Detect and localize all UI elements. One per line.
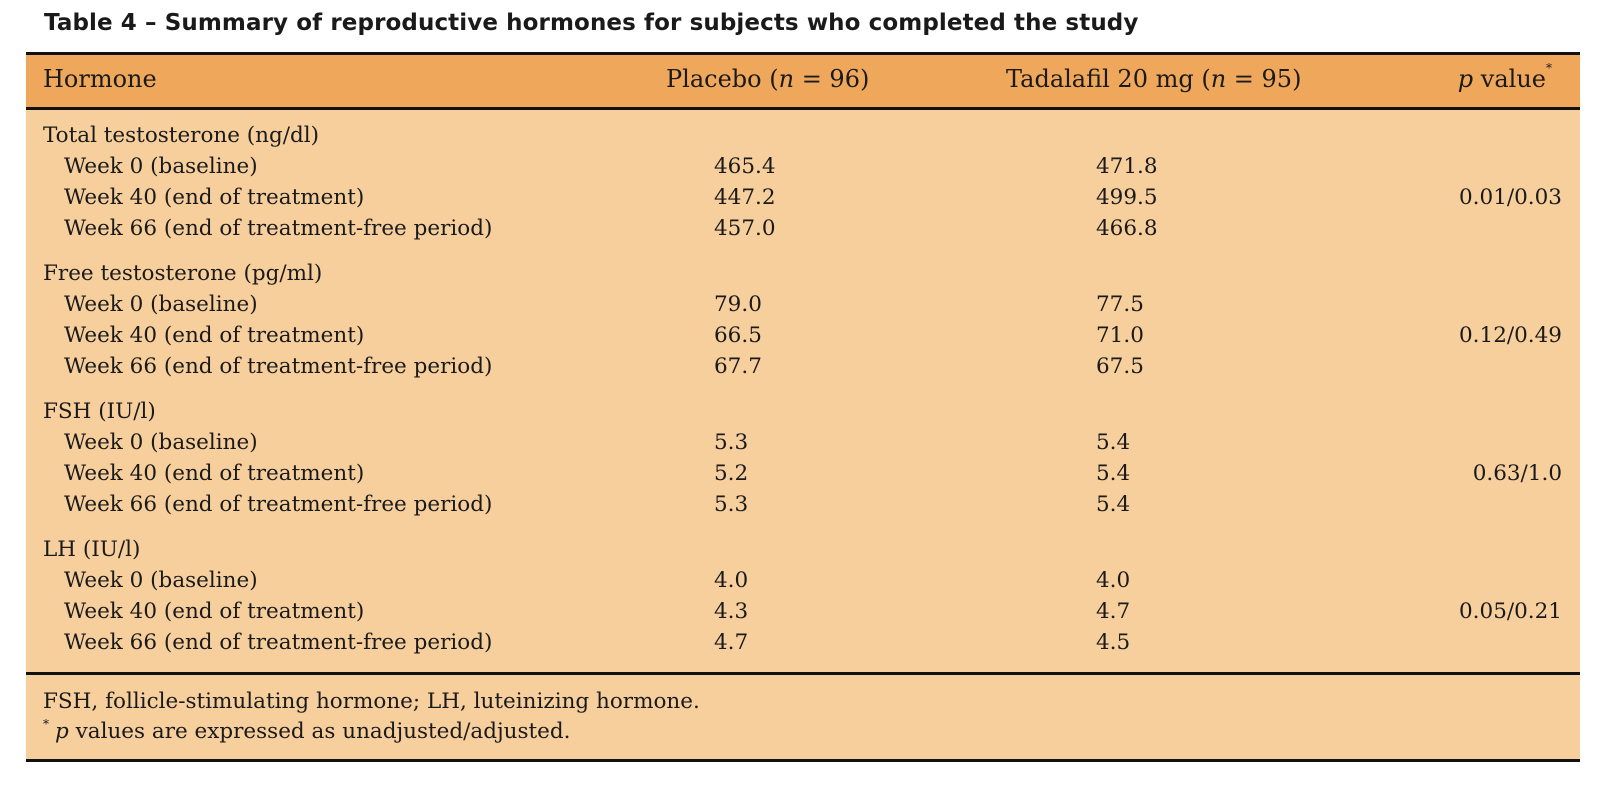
tadalafil-n-symbol: n (1210, 65, 1227, 93)
group-header-row: FSH (IU/l) (26, 396, 1580, 427)
tadalafil-value: 4.5 (1096, 630, 1131, 655)
footnote-marker: * (43, 717, 49, 731)
hormone-group: FSH (IU/l) Week 0 (baseline) 5.3 5.4 Week 40… (26, 382, 1580, 520)
table-row: Week 40 (end of treatment) 5.2 5.4 0.63/1.0 (26, 458, 1580, 489)
table-row: Week 66 (end of treatment-free period) 5.… (26, 489, 1580, 520)
tadalafil-value: 77.5 (1096, 292, 1144, 317)
row-label: Week 66 (end of treatment-free period) (64, 354, 493, 379)
column-header-p-value: p value* (1457, 61, 1552, 93)
footnote-p-note: * p values are expressed as unadjusted/ad… (43, 717, 1580, 749)
tadalafil-value: 5.4 (1096, 461, 1131, 486)
p-value: 0.05/0.21 (1459, 599, 1562, 624)
p-value: 0.12/0.49 (1459, 323, 1562, 348)
table-row: Week 66 (end of treatment-free period) 67… (26, 351, 1580, 382)
column-header-hormone: Hormone (43, 65, 157, 93)
tadalafil-value: 71.0 (1096, 323, 1144, 348)
hormone-group: LH (IU/l) Week 0 (baseline) 4.0 4.0 Week 40 … (26, 520, 1580, 658)
p-value-text: value (1473, 65, 1546, 93)
table-row: Week 0 (baseline) 5.3 5.4 (26, 427, 1580, 458)
column-header-tadalafil: Tadalafil 20 mg (n = 95) (1006, 65, 1301, 93)
table-row: Week 40 (end of treatment) 447.2 499.5 0.01… (26, 182, 1580, 213)
placebo-value: 4.0 (714, 568, 749, 593)
footnote-marker: * (1546, 61, 1552, 75)
row-label: Week 40 (end of treatment) (64, 599, 365, 624)
table-row: Week 40 (end of treatment) 4.3 4.7 0.05/0.2… (26, 596, 1580, 627)
group-label: Free testosterone (pg/ml) (43, 261, 323, 286)
placebo-value: 5.3 (714, 430, 749, 455)
placebo-value: 457.0 (714, 216, 776, 241)
placebo-value: 5.3 (714, 492, 749, 517)
table-header: Hormone Placebo (n = 96) Tadalafil 20 mg… (26, 52, 1580, 110)
row-label: Week 66 (end of treatment-free period) (64, 216, 493, 241)
placebo-value: 447.2 (714, 185, 776, 210)
tadalafil-value: 5.4 (1096, 492, 1131, 517)
placebo-value: 4.7 (714, 630, 749, 655)
group-header-row: LH (IU/l) (26, 534, 1580, 565)
group-header-row: Free testosterone (pg/ml) (26, 258, 1580, 289)
placebo-header-text: Placebo ( (666, 65, 779, 93)
tadalafil-value: 4.0 (1096, 568, 1131, 593)
row-label: Week 0 (baseline) (64, 154, 258, 179)
table-footnote: FSH, follicle-stimulating hormone; LH, l… (26, 672, 1580, 762)
row-label: Week 66 (end of treatment-free period) (64, 630, 493, 655)
footnote-p-text: values are expressed as unadjusted/adjus… (68, 719, 571, 744)
hormone-group: Free testosterone (pg/ml) Week 0 (baselin… (26, 244, 1580, 382)
placebo-value: 4.3 (714, 599, 749, 624)
column-header-placebo: Placebo (n = 96) (666, 65, 869, 93)
p-value: 0.01/0.03 (1459, 185, 1562, 210)
table-caption: Table 4 – Summary of reproductive hormon… (44, 10, 1139, 36)
table-row: Week 0 (baseline) 465.4 471.8 (26, 151, 1580, 182)
tadalafil-value: 499.5 (1096, 185, 1158, 210)
row-label: Week 0 (baseline) (64, 430, 258, 455)
tadalafil-value: 67.5 (1096, 354, 1144, 379)
hormone-table: Hormone Placebo (n = 96) Tadalafil 20 mg… (26, 52, 1580, 762)
placebo-value: 5.2 (714, 461, 749, 486)
p-symbol: p (1457, 65, 1474, 93)
tadalafil-n-value: = 95) (1226, 65, 1302, 93)
table-row: Week 66 (end of treatment-free period) 45… (26, 213, 1580, 244)
row-label: Week 0 (baseline) (64, 568, 258, 593)
placebo-value: 465.4 (714, 154, 776, 179)
placebo-value: 66.5 (714, 323, 762, 348)
tadalafil-header-text: Tadalafil 20 mg ( (1006, 65, 1211, 93)
tadalafil-value: 4.7 (1096, 599, 1131, 624)
footnote-p-symbol: p (55, 719, 69, 744)
placebo-n-value: = 96) (794, 65, 870, 93)
placebo-value: 79.0 (714, 292, 762, 317)
row-label: Week 40 (end of treatment) (64, 461, 365, 486)
hormone-group: Total testosterone (ng/dl) Week 0 (baseli… (26, 110, 1580, 244)
row-label: Week 0 (baseline) (64, 292, 258, 317)
table-row: Week 40 (end of treatment) 66.5 71.0 0.12/0… (26, 320, 1580, 351)
group-header-row: Total testosterone (ng/dl) (26, 120, 1580, 151)
group-label: Total testosterone (ng/dl) (43, 123, 320, 148)
placebo-n-symbol: n (778, 65, 795, 93)
p-value: 0.63/1.0 (1472, 461, 1562, 486)
tadalafil-value: 466.8 (1096, 216, 1158, 241)
table-row: Week 0 (baseline) 79.0 77.5 (26, 289, 1580, 320)
tadalafil-value: 5.4 (1096, 430, 1131, 455)
group-label: LH (IU/l) (43, 537, 141, 562)
row-label: Week 40 (end of treatment) (64, 323, 365, 348)
table-row: Week 66 (end of treatment-free period) 4.… (26, 627, 1580, 658)
placebo-value: 67.7 (714, 354, 762, 379)
table-body: Total testosterone (ng/dl) Week 0 (baseli… (26, 110, 1580, 672)
table-row: Week 0 (baseline) 4.0 4.0 (26, 565, 1580, 596)
row-label: Week 40 (end of treatment) (64, 185, 365, 210)
group-label: FSH (IU/l) (43, 399, 156, 424)
row-label: Week 66 (end of treatment-free period) (64, 492, 493, 517)
footnote-abbreviations: FSH, follicle-stimulating hormone; LH, l… (43, 689, 700, 714)
tadalafil-value: 471.8 (1096, 154, 1158, 179)
